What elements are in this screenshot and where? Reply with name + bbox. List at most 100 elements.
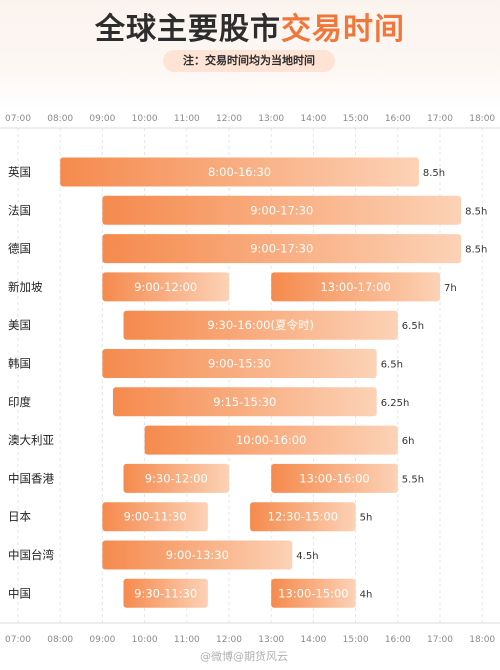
session-label: 9:30-11:30 bbox=[134, 586, 197, 600]
duration-label: 4.5h bbox=[296, 551, 318, 562]
x-tick-label: 10:00 bbox=[132, 635, 158, 645]
market-label: 中国 bbox=[8, 586, 31, 600]
session-bar bbox=[102, 349, 377, 378]
x-tick-label: 08:00 bbox=[47, 635, 73, 645]
session-bar bbox=[102, 502, 208, 532]
session-bar bbox=[123, 463, 229, 493]
session-label: 12:30-15:00 bbox=[268, 510, 338, 524]
market-label: 日本 bbox=[8, 510, 31, 524]
market-label: 澳大利亚 bbox=[8, 433, 54, 447]
session-bar bbox=[144, 425, 398, 455]
market-row: 法国 9:00-17:30 8.5h bbox=[8, 195, 487, 225]
market-row: 日本 9:00-11:30 12:30-15:00 5h bbox=[8, 502, 373, 532]
page-title: 全球主要股市交易时间 bbox=[0, 4, 500, 48]
session-bar bbox=[250, 502, 356, 532]
x-tick-label: 11:00 bbox=[174, 114, 200, 124]
session-label: 9:00-17:30 bbox=[250, 203, 313, 217]
session-bar bbox=[271, 578, 356, 608]
session-label: 8:00-16:30 bbox=[208, 165, 271, 179]
x-tick-label: 10:00 bbox=[132, 114, 158, 124]
market-label: 中国香港 bbox=[8, 471, 54, 485]
session-bar bbox=[102, 272, 229, 302]
x-tick-label: 13:00 bbox=[258, 635, 284, 645]
market-row: 印度 9:15-15:30 6.25h bbox=[8, 387, 410, 417]
title-part-2: 交易时间 bbox=[281, 12, 405, 47]
market-row: 韩国 9:00-15:30 6.5h bbox=[8, 349, 403, 378]
x-tick-label: 07:00 bbox=[5, 114, 31, 124]
duration-label: 4h bbox=[360, 589, 373, 600]
market-label: 德国 bbox=[8, 242, 31, 256]
market-label: 美国 bbox=[8, 318, 31, 332]
x-tick-label: 14:00 bbox=[300, 114, 326, 124]
x-tick-label: 16:00 bbox=[385, 635, 411, 645]
session-label: 9:30-16:00(夏令时) bbox=[207, 318, 314, 332]
duration-label: 8.5h bbox=[423, 168, 445, 179]
market-row: 美国 9:30-16:00(夏令时) 6.5h bbox=[8, 310, 424, 340]
session-label: 10:00-16:00 bbox=[236, 433, 306, 447]
duration-label: 6.5h bbox=[402, 321, 424, 332]
session-label: 9:30-12:00 bbox=[145, 471, 208, 485]
session-label: 13:00-16:00 bbox=[299, 471, 369, 485]
x-tick-label: 09:00 bbox=[89, 635, 115, 645]
x-tick-label: 17:00 bbox=[427, 635, 453, 645]
x-tick-label: 17:00 bbox=[427, 114, 453, 124]
market-label: 法国 bbox=[8, 203, 31, 217]
x-tick-label: 18:00 bbox=[469, 114, 495, 124]
duration-label: 7h bbox=[444, 283, 457, 294]
market-label: 新加坡 bbox=[8, 280, 43, 294]
x-tick-label: 18:00 bbox=[469, 635, 495, 645]
session-bar bbox=[271, 272, 440, 302]
x-axis-top: 07:00 08:00 09:00 10:00 11:00 12:00 13:00 14:00… bbox=[0, 114, 500, 129]
session-bar bbox=[102, 540, 293, 570]
duration-label: 6h bbox=[402, 436, 415, 447]
duration-label: 5h bbox=[360, 513, 373, 524]
watermark: @微博@期货风云 bbox=[200, 650, 288, 663]
x-tick-label: 08:00 bbox=[47, 114, 73, 124]
x-tick-label: 16:00 bbox=[385, 114, 411, 124]
x-tick-label: 12:00 bbox=[216, 114, 242, 124]
market-label: 韩国 bbox=[8, 357, 31, 371]
market-row: 中国 9:30-11:30 13:00-15:00 4h bbox=[8, 578, 373, 608]
market-row: 英国 8:00-16:30 8.5h bbox=[8, 157, 445, 187]
market-row: 中国香港 9:30-12:00 13:00-16:00 5.5h bbox=[8, 463, 424, 493]
x-tick-label: 07:00 bbox=[5, 635, 31, 645]
x-tick-label: 15:00 bbox=[343, 114, 369, 124]
duration-label: 6.5h bbox=[381, 360, 403, 371]
duration-label: 5.5h bbox=[402, 474, 424, 485]
market-label: 英国 bbox=[8, 165, 31, 179]
duration-label: 8.5h bbox=[465, 206, 487, 217]
x-tick-label: 13:00 bbox=[258, 114, 284, 124]
session-bar bbox=[123, 578, 208, 608]
duration-label: 8.5h bbox=[465, 245, 487, 256]
session-label: 13:00-15:00 bbox=[278, 586, 348, 600]
x-tick-label: 14:00 bbox=[300, 635, 326, 645]
market-label: 中国台湾 bbox=[8, 548, 54, 562]
bars: 英国 8:00-16:30 8.5h 法国 9:00-17:30 8.5h 德国 9:00-1… bbox=[8, 157, 487, 608]
market-row: 德国 9:00-17:30 8.5h bbox=[8, 234, 487, 264]
session-label: 9:00-12:00 bbox=[134, 280, 197, 294]
market-label: 印度 bbox=[8, 395, 31, 409]
session-label: 9:00-13:30 bbox=[166, 548, 229, 562]
session-bar bbox=[102, 195, 462, 225]
session-bar bbox=[60, 157, 419, 187]
session-label: 9:00-15:30 bbox=[208, 357, 271, 371]
session-bar bbox=[271, 463, 398, 493]
session-bar bbox=[112, 387, 377, 417]
market-row: 中国台湾 9:00-13:30 4.5h bbox=[8, 540, 319, 570]
note-badge: 注：交易时间均为当地时间 bbox=[163, 50, 335, 72]
x-tick-label: 11:00 bbox=[174, 635, 200, 645]
market-row: 澳大利亚 10:00-16:00 6h bbox=[8, 425, 415, 455]
title-part-1: 全球主要股市 bbox=[95, 12, 281, 47]
x-tick-label: 09:00 bbox=[89, 114, 115, 124]
x-tick-label: 12:00 bbox=[216, 635, 242, 645]
x-axis-bottom: 07:00 08:00 09:00 10:00 11:00 12:00 13:00 14:00… bbox=[0, 622, 500, 645]
market-row: 新加坡 9:00-12:00 13:00-17:00 7h bbox=[8, 272, 457, 302]
session-label: 13:00-17:00 bbox=[320, 280, 390, 294]
session-bar bbox=[123, 310, 398, 340]
session-label: 9:00-17:30 bbox=[250, 242, 313, 256]
duration-label: 6.25h bbox=[381, 398, 410, 409]
x-tick-label: 15:00 bbox=[343, 635, 369, 645]
session-bar bbox=[102, 234, 462, 264]
session-label: 9:00-11:30 bbox=[124, 510, 187, 524]
